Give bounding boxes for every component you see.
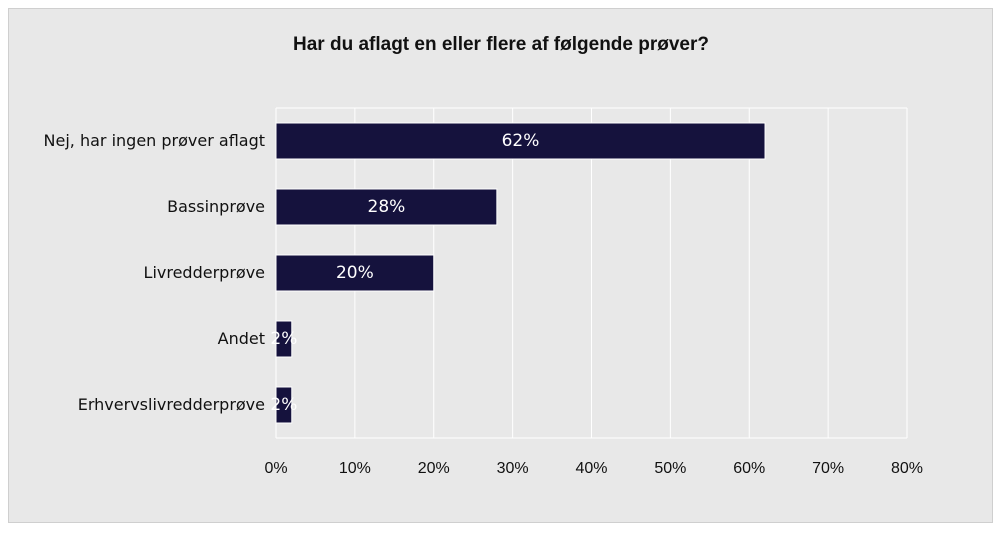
bar <box>275 386 293 424</box>
x-tick-label: 80% <box>891 460 923 477</box>
y-tick-label: Bassinprøve <box>167 197 265 216</box>
x-tick-label: 70% <box>812 460 844 477</box>
chart-title: Har du aflagt en eller flere af følgende… <box>293 34 709 55</box>
x-tick-label: 60% <box>733 460 765 477</box>
value-label: 62% <box>502 131 540 151</box>
x-tick-label: 50% <box>654 460 686 477</box>
y-tick-label: Nej, har ingen prøver aflagt <box>43 131 265 150</box>
bar <box>275 122 766 160</box>
x-tick-label: 40% <box>575 460 607 477</box>
bar <box>275 320 293 358</box>
bar <box>275 254 435 292</box>
y-tick-label: Erhvervslivredderprøve <box>77 395 265 414</box>
y-tick-label: Livredderprøve <box>143 263 265 282</box>
value-label: 2% <box>270 395 297 415</box>
value-label: 28% <box>368 197 406 217</box>
value-label: 20% <box>336 263 374 283</box>
y-tick-label: Andet <box>217 329 265 348</box>
x-tick-label: 30% <box>497 460 529 477</box>
bar <box>275 188 498 226</box>
x-tick-label: 20% <box>418 460 450 477</box>
x-tick-label: 10% <box>339 460 371 477</box>
value-label: 2% <box>270 329 297 349</box>
x-tick-label: 0% <box>264 460 287 477</box>
